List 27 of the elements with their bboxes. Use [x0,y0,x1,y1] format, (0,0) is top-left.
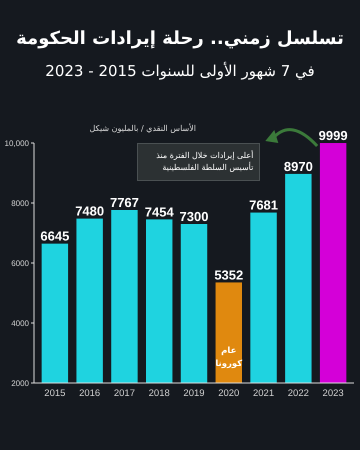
y-axis-title: الأساس النقدي / بالمليون شيكل [88,124,196,133]
data-label: 9999 [318,128,348,144]
note-box: أعلى إيرادات خلال الفترة منذ تأسيس السلطة الفلسطينية [136,143,260,181]
chart-title: تسلسل زمني.. رحلة إيرادات الحكومة [15,28,345,49]
y-tick-label: 2000 [11,379,30,388]
data-label: 7767 [110,194,139,210]
data-label: 6645 [40,228,70,244]
data-label: 7300 [180,209,208,224]
data-label: 5352 [214,267,244,282]
x-tick-label: 2018 [148,388,170,399]
x-tick-label: 2020 [218,388,240,399]
y-tick-label: 8000 [11,199,30,208]
y-tick-label: 10,000 [4,139,30,148]
x-tick-label: 2021 [252,388,274,399]
data-label: 8970 [284,158,313,174]
x-tick-label: 2022 [288,388,309,399]
y-tick-label: 4000 [11,319,30,328]
data-label: 7480 [75,204,104,219]
x-tick-label: 2015 [44,388,66,399]
data-label: 7681 [249,198,278,213]
x-tick-label: 2019 [183,388,205,399]
x-tick-label: 2016 [79,388,100,399]
data-label: 7454 [144,204,174,220]
chart-subtitle: في 7 شهور الأولى للسنوات 2015 - 2023 [44,62,316,80]
x-tick-label: 2023 [322,388,344,399]
x-tick-label: 2017 [114,388,136,399]
y-tick-label: 6000 [11,259,30,268]
